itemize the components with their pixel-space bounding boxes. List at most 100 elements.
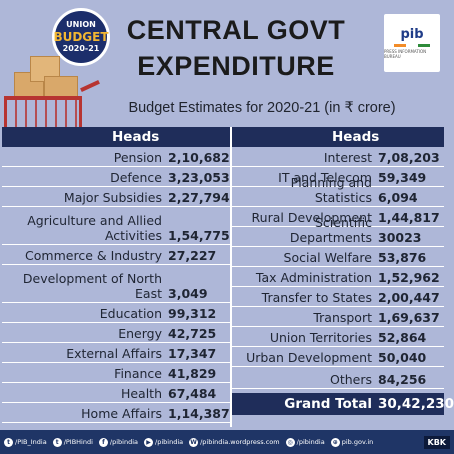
row-value: 1,44,817 bbox=[378, 210, 440, 225]
table-row: Transport 1,69,637 bbox=[232, 307, 444, 327]
table-row: Major Subsidies 2,27,794 bbox=[2, 187, 230, 207]
row-label: Tax Administration bbox=[255, 270, 372, 285]
footer-item-text: /pibindia.wordpress.com bbox=[200, 438, 280, 446]
page-title: CENTRAL GOVT EXPENDITURE bbox=[118, 12, 354, 84]
table-row: Scientific Departments 30023 bbox=[232, 215, 444, 247]
table-row: Home Affairs 1,14,387 bbox=[2, 403, 230, 423]
row-value: 27,227 bbox=[168, 248, 217, 263]
row-value: 1,52,962 bbox=[378, 270, 440, 285]
footer-item[interactable]: t/PIBHindi bbox=[52, 437, 93, 447]
footer-item[interactable]: ⊕ pib.gov.in bbox=[330, 437, 374, 447]
row-value: 2,27,794 bbox=[168, 190, 230, 205]
youtube-icon: ▶ bbox=[144, 437, 154, 447]
footer-item-text: /PIBHindi bbox=[63, 438, 93, 446]
row-label: Commerce & Industry bbox=[25, 248, 162, 263]
left-table-header: Heads bbox=[2, 127, 230, 147]
union-budget-badge: UNION BUDGET 2020-21 bbox=[52, 8, 110, 66]
table-row: Agriculture and Allied Activities 1,54,77… bbox=[2, 207, 230, 245]
row-value: 3,23,053 bbox=[168, 170, 230, 185]
subtitle: Budget Estimates for 2020-21 (in ₹ crore… bbox=[128, 100, 396, 116]
footer-item[interactable]: t/PIB_India bbox=[4, 437, 47, 447]
social-footer: t/PIB_India t/PIBHindi f/pibindia ▶/pibindi… bbox=[0, 430, 454, 454]
row-value: 99,312 bbox=[168, 306, 217, 321]
twitter-icon: t bbox=[4, 437, 13, 447]
table-row: IT and Telecom 59,349 bbox=[232, 167, 444, 187]
row-label: Union Territories bbox=[269, 330, 372, 345]
web-icon: ⊕ bbox=[330, 437, 340, 447]
row-label: Interest bbox=[323, 150, 372, 165]
row-value: 52,864 bbox=[378, 330, 427, 345]
table-row: Urban Development 50,040 bbox=[232, 347, 444, 367]
footer-item[interactable]: W/pibindia.wordpress.com bbox=[189, 437, 280, 447]
table-row: Pension 2,10,682 bbox=[2, 147, 230, 167]
row-label: Scientific Departments bbox=[289, 215, 372, 245]
row-value: 84,256 bbox=[378, 372, 427, 387]
row-label: Others bbox=[329, 372, 372, 387]
row-label: Home Affairs bbox=[81, 406, 162, 421]
row-value: 1,54,775 bbox=[168, 228, 230, 243]
row-label: External Affairs bbox=[66, 346, 162, 361]
table-row: Energy 42,725 bbox=[2, 323, 230, 343]
twitter-icon: t bbox=[52, 437, 62, 447]
row-value: 41,829 bbox=[168, 366, 217, 381]
table-row: Others 84,256 bbox=[232, 367, 444, 389]
row-label: Rural Development bbox=[251, 210, 372, 225]
grand-total-row: Grand Total 30,42,230 bbox=[232, 393, 454, 415]
row-label: Transfer to States bbox=[261, 290, 372, 305]
row-label: IT and Telecom bbox=[278, 170, 372, 185]
table-row: Social Welfare 53,876 bbox=[232, 247, 444, 267]
pib-logo: pib PRESS INFORMATION BUREAU bbox=[384, 14, 440, 72]
footer-item[interactable]: f/pibindia bbox=[98, 437, 139, 447]
row-label: Major Subsidies bbox=[63, 190, 162, 205]
row-label: Social Welfare bbox=[283, 250, 372, 265]
row-label: Development of North East bbox=[22, 271, 162, 301]
pib-logo-text: pib bbox=[400, 27, 424, 42]
row-value: 7,08,203 bbox=[378, 150, 440, 165]
row-value: 42,725 bbox=[168, 326, 217, 341]
footer-item[interactable]: ▶/pibindia bbox=[144, 437, 184, 447]
footer-item[interactable]: ◎/pibindia bbox=[285, 437, 325, 447]
footer-item-text: pib.gov.in bbox=[341, 438, 374, 446]
table-row: External Affairs 17,347 bbox=[2, 343, 230, 363]
row-label: Pension bbox=[113, 150, 162, 165]
column-divider bbox=[230, 127, 232, 427]
table-row: Rural Development 1,44,817 bbox=[232, 207, 444, 227]
instagram-icon: ◎ bbox=[285, 437, 295, 447]
row-value: 30023 bbox=[378, 230, 422, 245]
table-row: Planning and Statistics 6,094 bbox=[232, 175, 444, 207]
row-label: Education bbox=[99, 306, 162, 321]
right-table-header: Heads bbox=[232, 127, 444, 147]
row-value: 3,049 bbox=[168, 286, 208, 301]
table-row: Health 67,484 bbox=[2, 383, 230, 403]
title-line1: CENTRAL GOVT bbox=[126, 15, 346, 45]
table-row: Tax Administration 1,52,962 bbox=[232, 267, 444, 287]
row-label: Finance bbox=[114, 366, 162, 381]
row-label: Transport bbox=[313, 310, 372, 325]
row-value: 1,69,637 bbox=[378, 310, 440, 325]
badge-line2: BUDGET bbox=[53, 30, 109, 44]
row-value: 67,484 bbox=[168, 386, 217, 401]
grand-total-label: Grand Total bbox=[284, 396, 372, 412]
table-row: Commerce & Industry 27,227 bbox=[2, 245, 230, 265]
row-label: Urban Development bbox=[246, 350, 372, 365]
row-value: 17,347 bbox=[168, 346, 217, 361]
table-row: Transfer to States 2,00,447 bbox=[232, 287, 444, 307]
row-label: Agriculture and Allied Activities bbox=[27, 213, 162, 243]
row-label: Energy bbox=[118, 326, 162, 341]
row-value: 6,094 bbox=[378, 190, 418, 205]
row-value: 59,349 bbox=[378, 170, 427, 185]
row-value: 2,00,447 bbox=[378, 290, 440, 305]
grand-total-value: 30,42,230 bbox=[378, 396, 454, 412]
footer-item-text: /pibindia bbox=[296, 438, 325, 446]
table-row: Union Territories 52,864 bbox=[232, 327, 444, 347]
footer-item-text: /pibindia bbox=[109, 438, 139, 446]
badge-line1: UNION bbox=[66, 20, 96, 29]
table-row: Education 99,312 bbox=[2, 303, 230, 323]
row-value: 1,14,387 bbox=[168, 406, 230, 421]
row-label: Defence bbox=[110, 170, 162, 185]
footer-item-text: /PIB_India bbox=[15, 438, 47, 446]
left-table: Heads Pension 2,10,682 Defence 3,23,053 Majo… bbox=[2, 127, 230, 423]
footer-item-text: /pibindia bbox=[155, 438, 184, 446]
row-value: 50,040 bbox=[378, 350, 427, 365]
